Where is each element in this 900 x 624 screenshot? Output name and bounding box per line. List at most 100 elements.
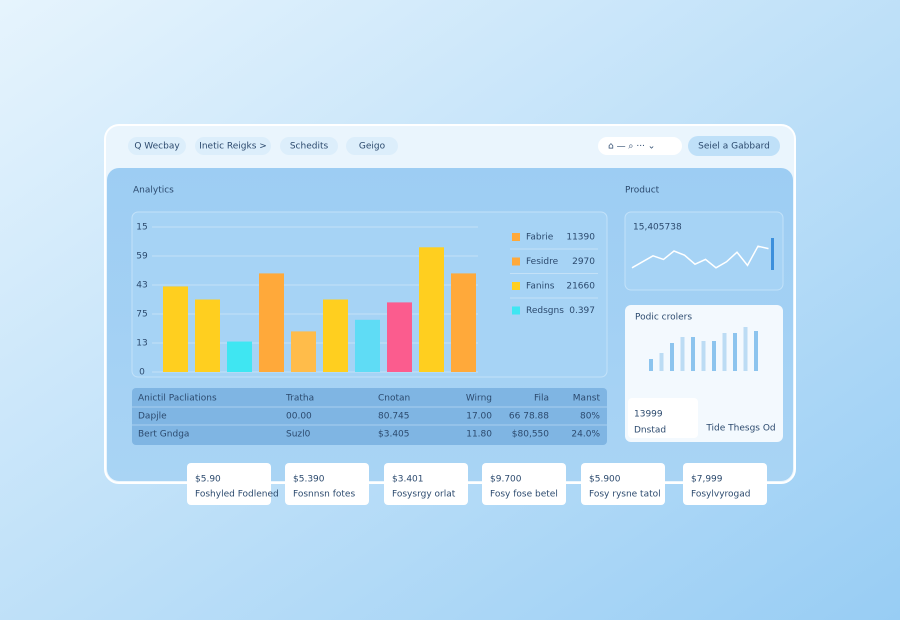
orders-total-label: Dnstad: [634, 426, 666, 436]
bar: [259, 273, 284, 372]
legend-name: Fesidre: [526, 257, 559, 267]
stat-label: Fosy fose betel: [490, 490, 558, 500]
y-tick-label: 15: [136, 223, 147, 233]
stat-card: [285, 463, 369, 505]
y-tick-label: 0: [139, 368, 145, 378]
nav-pill-label[interactable]: Q Wecbay: [134, 142, 180, 152]
stat-label: Fosnnsn fotes: [293, 490, 355, 500]
mini-bar: [712, 341, 716, 371]
sparkline-marker: [771, 238, 774, 270]
bar: [419, 247, 444, 372]
y-tick-label: 43: [136, 281, 147, 291]
button[interactable]: [688, 136, 780, 156]
mini-bar: [754, 331, 758, 371]
legend-name: Fabrie: [526, 233, 554, 243]
table: [132, 388, 607, 445]
product-card: [624, 211, 784, 291]
mini-bar: [701, 341, 706, 371]
table-header: Anictil Pacliations: [138, 394, 217, 404]
stat-card: [384, 463, 468, 505]
nav-pill-label[interactable]: Schedits: [290, 142, 329, 152]
button-label[interactable]: Seiel a Gabbard: [698, 142, 770, 152]
nav-pill-label[interactable]: Geigo: [359, 142, 386, 152]
product-value: 15,405738: [633, 223, 682, 233]
table-cell: Suzl0: [286, 430, 311, 440]
stat-value: $5.390: [293, 475, 325, 485]
table-header: Cnotan: [378, 394, 410, 404]
bar: [355, 319, 380, 372]
sparkline: [631, 245, 769, 269]
bar: [163, 286, 188, 372]
mini-bar: [680, 337, 685, 371]
chart-area: [131, 211, 608, 378]
stat-value: $5.90: [195, 475, 221, 485]
analytics-title: Analytics: [133, 186, 174, 196]
mini-bar: [649, 359, 653, 371]
stat-card: [482, 463, 566, 505]
legend-swatch: [512, 282, 520, 290]
table-cell: 11.80: [466, 430, 492, 440]
table-cell: 66 78.88: [509, 412, 549, 422]
stat-value: $3.401: [392, 475, 424, 485]
nav-pill[interactable]: [128, 137, 186, 155]
bar: [227, 341, 252, 372]
table-cell: Bert Gndga: [138, 430, 189, 440]
bar: [451, 273, 476, 372]
table-header: Fila: [534, 394, 549, 404]
table-header: Tratha: [285, 394, 314, 404]
bar: [323, 299, 348, 372]
y-tick-label: 13: [136, 339, 147, 349]
orders-link[interactable]: Tide Thesgs Od: [705, 424, 775, 434]
bar: [195, 299, 220, 372]
table-cell: $80,550: [512, 430, 549, 440]
legend-name: Fanins: [526, 282, 555, 292]
mini-bar: [670, 343, 674, 371]
stat-card: [683, 463, 767, 505]
nav-pill-label[interactable]: Inetic Reigks >: [199, 142, 267, 152]
stat-value: $7,999: [691, 475, 723, 485]
mini-bar: [722, 333, 727, 371]
legend-value: 2970: [572, 257, 595, 267]
stat-label: Foshyled Fodlened: [195, 490, 279, 500]
nav-pill[interactable]: [346, 137, 398, 155]
stat-label: Fosysrgy orlat: [392, 490, 456, 500]
stat-label: Fosy rysne tatol: [589, 490, 661, 500]
table-cell: $3.405: [378, 430, 410, 440]
mini-bar: [659, 353, 664, 371]
legend-swatch: [512, 257, 520, 266]
table-cell: 17.00: [466, 412, 492, 422]
y-tick-label: 75: [136, 310, 147, 320]
legend-swatch: [512, 306, 520, 315]
table-header: Wirng: [466, 394, 492, 404]
mini-bar: [743, 327, 748, 371]
table-cell: 00.00: [286, 412, 312, 422]
stat-card: [187, 463, 271, 505]
stat-label: Fosylvyrogad: [691, 490, 750, 500]
product-title: Product: [625, 186, 660, 196]
table-cell: 24.0%: [571, 430, 600, 440]
legend-value: 21660: [566, 282, 595, 292]
nav-pill[interactable]: [195, 137, 271, 155]
orders-title: Podic crolers: [635, 313, 692, 323]
bar: [291, 331, 316, 372]
y-tick-label: 59: [136, 252, 148, 262]
mini-bar: [733, 333, 737, 371]
nav-pill[interactable]: [280, 137, 338, 155]
table-header: Manst: [573, 394, 601, 404]
toolbar-icon-text: ⌂ — ⌕ ··· ⌄: [608, 142, 655, 152]
bar: [387, 302, 412, 372]
table-cell: 80.745: [378, 412, 410, 422]
stat-value: $9.700: [490, 475, 522, 485]
legend-value: 11390: [566, 233, 595, 243]
legend-value: 0.397: [569, 306, 595, 316]
mini-bar: [691, 337, 695, 371]
stat-value: $5.900: [589, 475, 621, 485]
toolbar-icons[interactable]: [598, 137, 682, 155]
stat-card: [581, 463, 665, 505]
legend-swatch: [512, 233, 520, 241]
table-cell: 80%: [580, 412, 600, 422]
table-cell: Dapjle: [138, 412, 167, 422]
legend-name: Redsgns: [526, 306, 564, 316]
orders-total: 13999: [634, 410, 663, 420]
